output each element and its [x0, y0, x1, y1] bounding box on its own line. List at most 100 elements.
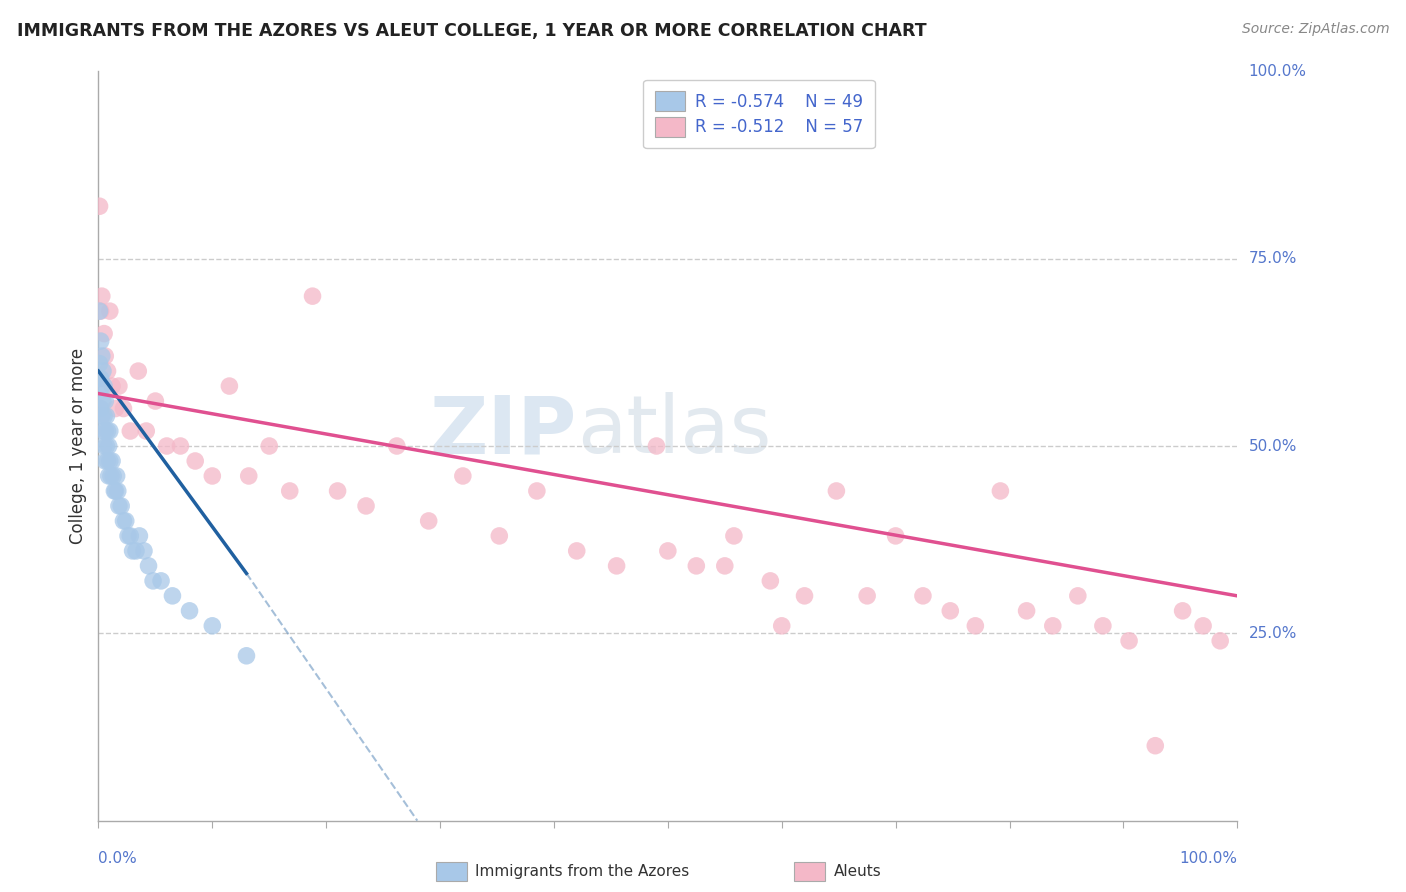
Point: [108, 499, 131, 513]
Text: 50.0%: 50.0%: [1249, 439, 1296, 453]
Point: [1015, 604, 1038, 618]
Point: [965, 619, 987, 633]
Point: [685, 558, 707, 573]
Point: [1067, 589, 1090, 603]
Point: [326, 483, 349, 498]
Point: [90, 379, 112, 393]
Point: [238, 469, 260, 483]
Point: [120, 424, 142, 438]
Point: [565, 544, 588, 558]
Text: 100.0%: 100.0%: [1249, 64, 1306, 78]
Point: [108, 379, 131, 393]
Point: [169, 439, 191, 453]
Point: [107, 483, 129, 498]
Point: [117, 529, 139, 543]
Text: 25.0%: 25.0%: [1249, 626, 1296, 640]
Point: [132, 544, 155, 558]
Point: [93, 379, 115, 393]
Point: [90, 304, 112, 318]
Point: [90, 289, 112, 303]
Point: [121, 544, 143, 558]
Point: [90, 349, 112, 363]
Point: [235, 648, 257, 663]
Point: [127, 364, 149, 378]
Point: [94, 424, 117, 438]
Point: [93, 439, 115, 453]
Point: [112, 401, 135, 416]
Point: [104, 483, 127, 498]
Point: [101, 454, 124, 468]
Point: [150, 574, 173, 588]
Point: [354, 499, 377, 513]
Point: [723, 529, 745, 543]
Point: [100, 469, 122, 483]
Y-axis label: College, 1 year or more: College, 1 year or more: [69, 348, 87, 544]
Point: [179, 604, 201, 618]
Point: [526, 483, 548, 498]
Point: [128, 529, 150, 543]
Point: [90, 371, 112, 385]
Text: ZIP: ZIP: [429, 392, 576, 470]
Point: [1192, 619, 1215, 633]
Point: [451, 469, 474, 483]
Point: [138, 558, 160, 573]
Point: [96, 439, 118, 453]
Point: [278, 483, 301, 498]
Point: [114, 514, 136, 528]
Point: [91, 364, 114, 378]
Point: [156, 439, 179, 453]
Point: [1144, 739, 1167, 753]
Point: [97, 469, 120, 483]
Point: [145, 394, 167, 409]
Point: [98, 304, 121, 318]
Point: [793, 589, 815, 603]
Point: [135, 424, 157, 438]
Point: [759, 574, 782, 588]
Point: [96, 424, 118, 438]
Point: [105, 469, 128, 483]
Point: [201, 469, 224, 483]
Text: Source: ZipAtlas.com: Source: ZipAtlas.com: [1241, 22, 1389, 37]
Point: [96, 364, 118, 378]
Point: [89, 357, 111, 371]
Point: [657, 544, 679, 558]
Point: [93, 409, 115, 423]
Point: [488, 529, 510, 543]
Point: [94, 454, 117, 468]
Point: [98, 454, 121, 468]
Point: [89, 304, 111, 318]
Point: [125, 544, 148, 558]
Point: [259, 439, 281, 453]
Point: [112, 514, 135, 528]
Point: [201, 619, 224, 633]
Point: [911, 589, 934, 603]
Point: [96, 409, 118, 423]
Text: IMMIGRANTS FROM THE AZORES VS ALEUT COLLEGE, 1 YEAR OR MORE CORRELATION CHART: IMMIGRANTS FROM THE AZORES VS ALEUT COLL…: [17, 22, 927, 40]
Point: [96, 454, 118, 468]
Point: [120, 529, 142, 543]
Point: [89, 199, 111, 213]
Point: [1091, 619, 1114, 633]
Point: [184, 454, 207, 468]
Point: [856, 589, 879, 603]
Legend: R = -0.574    N = 49, R = -0.512    N = 57: R = -0.574 N = 49, R = -0.512 N = 57: [643, 79, 875, 148]
Point: [97, 439, 120, 453]
Point: [606, 558, 628, 573]
Point: [770, 619, 793, 633]
Point: [91, 424, 114, 438]
Point: [142, 574, 165, 588]
Text: Immigrants from the Azores: Immigrants from the Azores: [475, 864, 689, 879]
Point: [103, 483, 125, 498]
Point: [103, 469, 125, 483]
Point: [645, 439, 668, 453]
Point: [91, 394, 114, 409]
Text: Aleuts: Aleuts: [834, 864, 882, 879]
Point: [385, 439, 408, 453]
Point: [825, 483, 848, 498]
Point: [418, 514, 440, 528]
Point: [301, 289, 323, 303]
Point: [714, 558, 737, 573]
Point: [94, 349, 117, 363]
Point: [93, 326, 115, 341]
Point: [1171, 604, 1194, 618]
